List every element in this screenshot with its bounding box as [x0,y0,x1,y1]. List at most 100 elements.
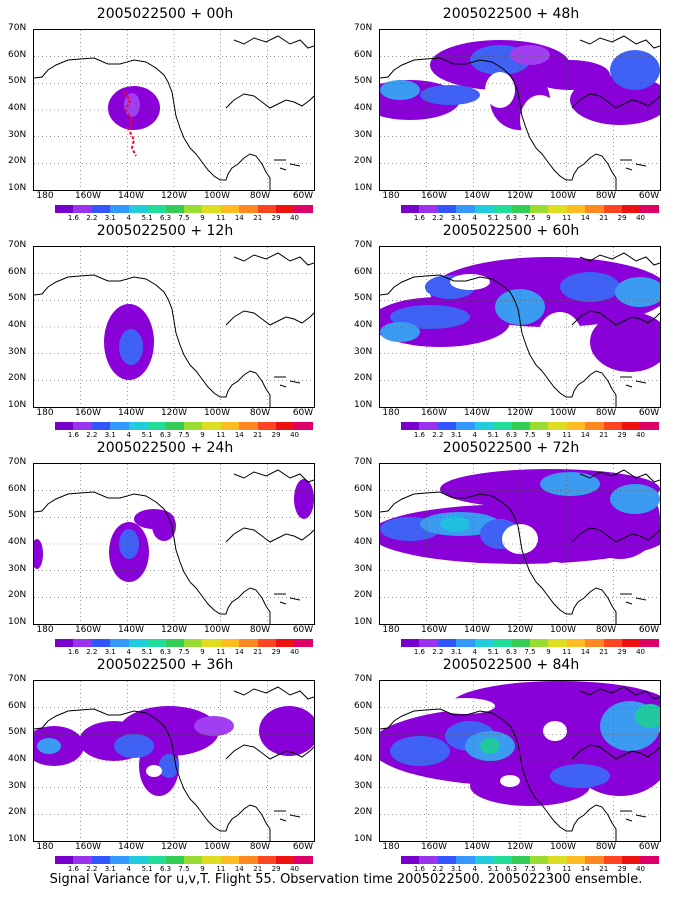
colorbar-label: 5.1 [487,431,499,439]
colorbar-swatch [257,856,277,864]
colorbar-swatch [585,639,604,647]
colorbar-swatch [294,422,313,430]
longitude-label: 160W [420,408,448,418]
colorbar-swatch [437,639,457,647]
latitude-label: 60N [8,483,27,494]
colorbar-label: 14 [234,648,244,656]
latitude-label: 10N [354,400,373,410]
colorbar-swatch [511,422,530,430]
colorbar-swatch [474,639,494,647]
colorbar-label: 40 [290,214,300,222]
colorbar-label: 40 [636,214,646,222]
colorbar-swatch [603,639,623,647]
colorbar-swatch [91,639,111,647]
colorbar-label: 2.2 [432,648,444,656]
longitude-label: 60W [638,191,660,201]
colorbar-label: 2.2 [86,648,98,656]
colorbar-label: 6.3 [159,431,172,439]
colorbar-label: 2.2 [86,214,98,222]
colorbar-label: 3.1 [450,214,462,222]
colorbar-swatch [165,639,184,647]
colorbar-swatch [529,422,549,430]
longitude-label: 180 [36,625,54,635]
coastline [380,491,617,624]
map-panel: 2005022500 + 48h 70N 60N 50N 40N 30N 20N 10N 180… [346,6,676,222]
colorbar-swatch [603,422,623,430]
coastline [233,35,314,49]
colorbar-label: 21 [253,865,263,873]
latitude-label: 60N [8,49,27,60]
colorbar [401,639,659,647]
colorbar-label: 6.3 [505,648,518,656]
colorbar-label: 3.1 [104,648,116,656]
colorbar-label: 4 [472,431,477,439]
latitude-label: 10N [354,617,373,627]
colorbar-label: 1.6 [67,214,79,222]
latitude-label: 40N [354,103,373,113]
colorbar-swatch [511,639,530,647]
variance-contour [510,45,550,65]
colorbar-swatch [73,856,92,864]
colorbar-label: 9 [200,214,205,222]
latitude-label: 20N [8,807,27,818]
clear-area [450,274,490,290]
longitude-label: 80W [595,191,617,201]
colorbar-swatch [585,422,604,430]
coastline [620,593,647,605]
longitude-label: 80W [249,625,271,635]
colorbar-label: 21 [599,865,609,873]
longitude-label: 100W [203,842,231,852]
longitude-label: 100W [549,842,577,852]
coastline [233,686,314,700]
colorbar-swatch [640,422,659,430]
colorbar-label: 1.6 [413,648,425,656]
latitude-label: 70N [354,674,373,684]
latitude-label: 60N [8,700,27,711]
colorbar-label: 4 [126,214,131,222]
colorbar-label: 11 [216,865,226,873]
latitude-label: 10N [8,834,27,844]
colorbar-swatch [147,856,166,864]
latitude-label: 40N [8,754,27,764]
colorbar-swatch [239,639,258,647]
map-area [379,246,661,408]
coastline [34,491,271,624]
longitude-label: 140W [463,842,491,852]
colorbar-swatch [202,422,221,430]
colorbar-label: 9 [546,648,551,656]
coastline [579,686,660,700]
colorbar-label: 11 [562,214,572,222]
colorbar-label: 29 [617,431,627,439]
map-panel: 2005022500 + 72h 70N 60N 50N 40N 30N 20N 10N 180… [346,440,676,656]
colorbar-label: 40 [290,431,300,439]
colorbar-label: 4 [472,865,477,873]
clear-area [485,72,515,108]
latitude-label: 10N [8,183,27,193]
colorbar-swatch [220,422,240,430]
colorbar-swatch [239,205,258,213]
colorbar-label: 14 [234,431,244,439]
latitude-label: 60N [354,49,373,60]
map-panel: 2005022500 + 00h 70N 60N 50N 40N 30N 20N 10N 180… [0,6,330,222]
colorbar-swatch [110,205,129,213]
panel-title: 2005022500 + 12h [96,223,234,239]
colorbar-label: 1.6 [67,865,79,873]
colorbar-swatch [401,422,420,430]
colorbar-label: 29 [271,865,281,873]
colorbar-swatch [239,422,258,430]
latitude-label: 20N [354,156,373,167]
coastline [225,527,314,543]
latitude-label: 20N [354,590,373,601]
colorbar-swatch [585,205,604,213]
map-panel: 2005022500 + 60h 70N 60N 50N 40N 30N 20N 10N 180… [346,223,676,439]
colorbar-label: 3.1 [104,865,116,873]
longitude-label: 120W [160,408,188,418]
longitude-label: 140W [117,191,145,201]
latitude-label: 20N [8,373,27,384]
colorbar-label: 29 [271,431,281,439]
colorbar-label: 2.2 [86,865,98,873]
latitude-label: 10N [8,400,27,410]
colorbar-label: 5.1 [487,865,499,873]
colorbar-swatch [257,422,277,430]
latitude-label: 50N [8,76,27,87]
